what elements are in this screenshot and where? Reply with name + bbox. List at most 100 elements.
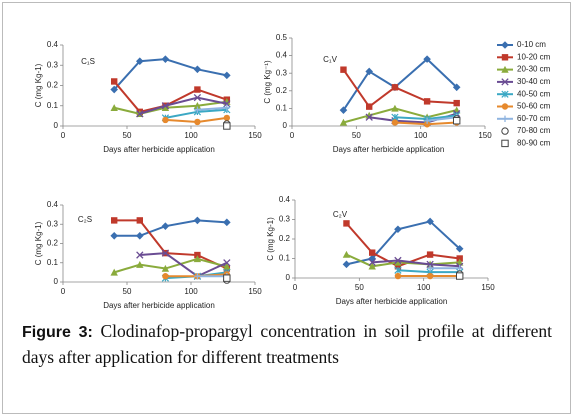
y-tick-label: 0 <box>283 121 288 130</box>
y-tick-label: 0.1 <box>47 101 59 110</box>
legend-label: 80-90 cm <box>517 139 551 148</box>
data-point <box>223 114 231 122</box>
data-point <box>394 225 402 234</box>
data-point <box>456 255 463 262</box>
legend-marker <box>501 90 509 98</box>
legend-marker <box>501 78 509 86</box>
data-point <box>452 83 461 92</box>
data-point <box>194 273 201 280</box>
y-tick-label: 0.2 <box>276 86 288 95</box>
legend-label: 20-30 cm <box>517 65 551 74</box>
data-point <box>193 255 202 263</box>
data-point <box>110 268 118 276</box>
caption: Figure 3: Clodinafop-propargyl concentra… <box>22 319 552 370</box>
y-axis-label: C (mg Kg-1) <box>34 63 43 107</box>
y-tick-label: 0.3 <box>47 60 59 69</box>
y-tick-label: 0.1 <box>276 104 288 113</box>
x-tick-label: 50 <box>123 287 132 296</box>
x-tick-label: 150 <box>478 131 492 140</box>
y-tick-label: 0 <box>54 277 59 286</box>
chart-title: C₁V <box>323 55 337 64</box>
chart-title: C₂S <box>78 215 92 224</box>
y-tick-label: 0.4 <box>47 40 59 49</box>
data-point <box>194 251 201 259</box>
data-point <box>394 272 402 280</box>
data-point <box>365 113 373 121</box>
data-point <box>162 116 169 124</box>
legend-label: 10-20 cm <box>517 52 551 61</box>
legend-marker <box>501 41 509 49</box>
y-tick-label: 0.1 <box>279 254 291 263</box>
data-point <box>455 244 464 253</box>
x-tick-label: 0 <box>293 283 298 292</box>
y-tick-label: 0 <box>54 121 59 130</box>
data-point <box>161 55 170 63</box>
y-axis-label: C (mg Kg-1) <box>34 221 43 265</box>
legend-label: 40-50 cm <box>517 89 551 98</box>
data-point <box>394 258 402 266</box>
data-point <box>426 272 434 280</box>
y-axis-label: C (mg Kg-1) <box>266 217 275 261</box>
y-tick-label: 0.4 <box>47 200 59 209</box>
data-point <box>366 103 373 110</box>
data-point <box>394 266 402 274</box>
data-point <box>161 104 170 111</box>
data-point <box>161 102 170 110</box>
data-point <box>394 263 402 270</box>
data-point <box>342 260 351 269</box>
legend-label: 0-10 cm <box>517 40 546 49</box>
y-tick-label: 0.5 <box>276 33 288 42</box>
data-point <box>162 273 169 280</box>
legend-marker <box>501 65 509 73</box>
legend-label: 70-80 cm <box>517 126 551 135</box>
data-point <box>161 249 170 257</box>
data-point <box>426 260 434 269</box>
data-point <box>343 220 350 227</box>
data-point <box>193 216 202 225</box>
data-point <box>223 274 231 282</box>
data-point <box>223 122 231 130</box>
data-point <box>136 217 143 224</box>
data-point <box>423 117 431 124</box>
data-point <box>391 104 399 112</box>
y-tick-label: 0.2 <box>47 81 59 90</box>
data-point <box>223 259 231 267</box>
data-point <box>391 119 399 126</box>
series-line <box>139 252 228 278</box>
legend-marker <box>501 127 509 135</box>
caption-label: Figure 3: <box>22 324 93 341</box>
series-line <box>372 259 460 268</box>
x-tick-label: 0 <box>61 287 66 296</box>
data-point <box>161 222 170 230</box>
x-tick-label: 0 <box>61 131 66 140</box>
data-point <box>423 121 431 128</box>
data-point <box>194 86 201 93</box>
data-point <box>111 78 118 85</box>
data-point <box>161 264 170 272</box>
data-point <box>193 102 202 109</box>
legend-marker <box>501 139 509 148</box>
chart-title: C₂V <box>333 210 348 219</box>
y-tick-label: 0.2 <box>47 239 59 248</box>
data-point <box>369 249 376 256</box>
legend-label: 60-70 cm <box>517 114 551 123</box>
data-point <box>368 258 376 267</box>
series-line <box>113 58 228 91</box>
data-point <box>223 71 231 80</box>
y-tick-label: 0.3 <box>279 215 291 224</box>
x-tick-label: 100 <box>414 131 428 140</box>
data-point <box>223 218 231 227</box>
x-tick-label: 150 <box>481 283 495 292</box>
data-point <box>193 65 202 74</box>
data-point <box>339 106 348 114</box>
data-point <box>423 98 431 105</box>
data-point <box>368 262 376 270</box>
x-axis-label: Days after herbicide application <box>103 145 215 154</box>
data-point <box>426 251 434 258</box>
y-tick-label: 0.4 <box>279 195 291 204</box>
data-point <box>136 251 144 259</box>
y-tick-label: 0.3 <box>276 68 288 77</box>
legend-marker <box>501 115 509 122</box>
